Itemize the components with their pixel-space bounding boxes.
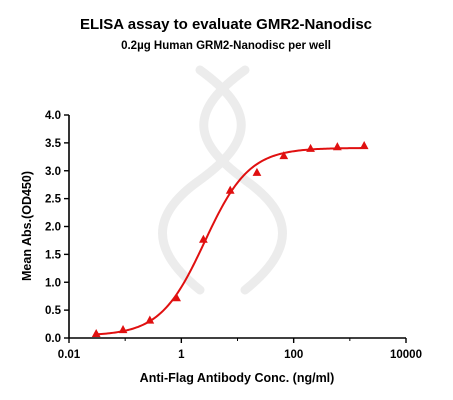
x-axis-ticks: 0.01 1 100 10000 — [58, 338, 422, 361]
y-tick-label: 2.5 — [45, 194, 62, 206]
dna-watermark-icon — [158, 65, 287, 295]
x-tick-label: 1 — [178, 349, 185, 361]
chart-subtitle: 0.2µg Human GRM2-Nanodisc per well — [121, 40, 331, 52]
y-tick-label: 1.5 — [45, 249, 62, 261]
x-axis-label: Anti-Flag Antibody Conc. (ng/ml) — [140, 371, 335, 385]
y-tick-label: 1.0 — [45, 277, 61, 289]
x-tick-label: 0.01 — [58, 349, 81, 361]
data-point-triangle — [199, 234, 208, 243]
data-point-triangle — [145, 315, 155, 324]
y-axis-ticks: 0.0 0.5 1.0 1.5 2.0 2.5 3.0 3.5 4.0 — [45, 110, 69, 345]
x-tick-label: 100 — [284, 349, 303, 361]
y-tick-label: 3.5 — [45, 138, 62, 150]
data-point-triangle — [359, 141, 369, 150]
data-point-triangle — [91, 328, 101, 337]
fit-curve — [96, 147, 365, 336]
y-tick-label: 2.0 — [45, 222, 61, 234]
y-tick-label: 4.0 — [45, 110, 61, 122]
y-tick-label: 0.5 — [45, 305, 62, 317]
data-point-triangle — [225, 185, 235, 194]
y-axis-label: Mean Abs.(OD450) — [20, 171, 34, 281]
data-point-triangle — [252, 167, 262, 176]
data-point-triangle — [306, 143, 315, 152]
data-point-triangle — [279, 151, 289, 160]
y-tick-label: 0.0 — [45, 333, 61, 345]
chart-title: ELISA assay to evaluate GMR2-Nanodisc — [80, 16, 372, 33]
data-points — [91, 141, 369, 337]
data-point-triangle — [333, 142, 342, 151]
data-point-triangle — [172, 293, 181, 302]
x-tick-label: 10000 — [390, 349, 422, 361]
y-tick-label: 3.0 — [45, 166, 61, 178]
data-point-triangle — [118, 325, 128, 334]
